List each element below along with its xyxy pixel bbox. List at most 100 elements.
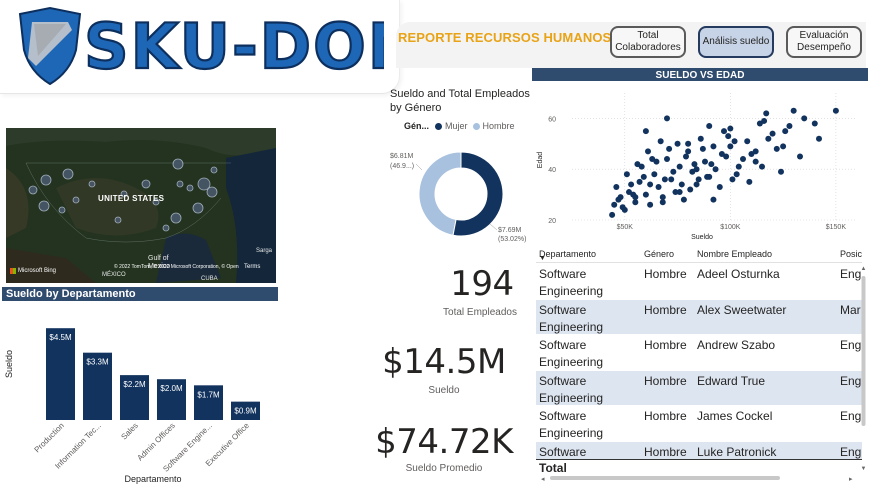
scroll-left-icon[interactable]: ◂: [541, 476, 545, 482]
table-row[interactable]: Software Engineering Hombre Edward True Eng: [536, 370, 862, 406]
scatter-point[interactable]: [638, 163, 645, 170]
scatter-point[interactable]: [752, 158, 759, 165]
scatter-point[interactable]: [609, 211, 616, 218]
scatter-point[interactable]: [731, 138, 738, 145]
scatter-point[interactable]: [718, 150, 725, 157]
legend-item-mujer[interactable]: Mujer: [445, 121, 468, 131]
dept-bar[interactable]: [194, 385, 223, 420]
scatter-point[interactable]: [664, 156, 670, 163]
dept-bar[interactable]: [231, 401, 260, 420]
scatter-point[interactable]: [651, 171, 658, 178]
scatter-point[interactable]: [672, 189, 679, 196]
scatter-point[interactable]: [657, 138, 664, 145]
scatter-point[interactable]: [790, 107, 797, 114]
scatter-point[interactable]: [659, 194, 666, 201]
col-header-posicion[interactable]: Posic: [840, 249, 862, 259]
donut-slice-hombre[interactable]: [418, 151, 462, 236]
scatter-point[interactable]: [693, 166, 700, 173]
scatter-point[interactable]: [699, 145, 706, 152]
scatter-point[interactable]: [661, 176, 668, 183]
scatter-point[interactable]: [632, 199, 639, 206]
table-horizontal-scrollbar[interactable]: ◂ ▸: [538, 474, 858, 482]
col-header-departamento[interactable]: Departamento: [539, 249, 597, 259]
scatter-point[interactable]: [710, 143, 717, 150]
dept-bar[interactable]: [120, 375, 149, 420]
dept-bar[interactable]: [46, 328, 75, 420]
scatter-point[interactable]: [708, 161, 715, 168]
scatter-point[interactable]: [685, 148, 692, 155]
scatter-point[interactable]: [811, 120, 818, 127]
table-row[interactable]: Software Engineering Hombre James Cockel Eng: [536, 406, 862, 441]
scroll-right-icon[interactable]: ▸: [849, 476, 853, 482]
scatter-point[interactable]: [645, 148, 651, 155]
scatter-point[interactable]: [642, 191, 649, 198]
scatter-point[interactable]: [668, 176, 675, 183]
scroll-up-icon[interactable]: ▲: [861, 266, 867, 272]
scatter-point[interactable]: [636, 178, 643, 185]
scatter-point[interactable]: [659, 199, 666, 206]
scatter-point[interactable]: [759, 163, 765, 170]
scatter-point[interactable]: [801, 115, 808, 122]
scatter-point[interactable]: [702, 158, 708, 165]
nav-total-colaboradores-button[interactable]: Total Colaboradores: [610, 26, 686, 58]
scatter-point[interactable]: [748, 150, 755, 157]
map-terms-link[interactable]: Terms: [244, 264, 261, 270]
scatter-point[interactable]: [687, 186, 694, 193]
sort-arrow-icon[interactable]: ▼: [539, 255, 546, 262]
scatter-point[interactable]: [678, 181, 685, 188]
scatter-point[interactable]: [706, 123, 713, 130]
scatter-point[interactable]: [786, 123, 793, 130]
scatter-point[interactable]: [712, 166, 719, 173]
scatter-point[interactable]: [647, 181, 654, 188]
gender-donut-chart[interactable]: $6.81M (46.9...) $7.69M (53.02%): [386, 140, 536, 250]
employee-table[interactable]: Departamento Género Nombre Empleado Posi…: [536, 245, 862, 480]
scatter-point[interactable]: [740, 156, 746, 163]
scatter-point[interactable]: [704, 173, 711, 180]
table-row[interactable]: Software Engineering Hombre Andrew Szabo Eng: [536, 335, 862, 370]
scatter-point[interactable]: [666, 145, 673, 152]
scatter-point[interactable]: [697, 135, 704, 142]
scatter-point[interactable]: [693, 181, 700, 188]
scatter-point[interactable]: [721, 128, 727, 135]
scatter-point[interactable]: [685, 140, 692, 147]
scatter-point[interactable]: [744, 138, 751, 145]
map-visual[interactable]: UNITED STATES Gulf of Mexico MÉXICO CUBA …: [6, 128, 276, 283]
dept-bar-chart[interactable]: Sueldo Departamento $4.5M Production $3.3M…: [4, 300, 284, 484]
scatter-point[interactable]: [619, 204, 626, 211]
scatter-point[interactable]: [710, 196, 717, 203]
scatter-point[interactable]: [655, 183, 662, 190]
scatter-point[interactable]: [765, 135, 772, 142]
scatter-point[interactable]: [756, 120, 763, 127]
scatter-point[interactable]: [674, 140, 681, 147]
scatter-point[interactable]: [680, 196, 687, 203]
col-header-nombre[interactable]: Nombre Empleado: [697, 249, 773, 259]
scatter-point[interactable]: [683, 153, 689, 160]
scatter-point[interactable]: [642, 128, 649, 135]
dept-bar[interactable]: [83, 352, 112, 420]
scatter-point[interactable]: [782, 128, 789, 135]
scatter-point[interactable]: [691, 161, 698, 168]
scatter-point[interactable]: [716, 183, 723, 190]
nav-analisis-sueldo-button[interactable]: Análisis sueldo: [698, 26, 774, 58]
scatter-point[interactable]: [613, 183, 620, 190]
scatter-point[interactable]: [653, 158, 660, 165]
scatter-point[interactable]: [735, 163, 742, 170]
scatter-point[interactable]: [615, 196, 622, 203]
scatter-point[interactable]: [778, 168, 784, 175]
scatter-point[interactable]: [632, 194, 639, 201]
scatter-point[interactable]: [695, 176, 702, 183]
table-vertical-scrollbar[interactable]: ▲ ▼: [860, 262, 867, 472]
scatter-point[interactable]: [664, 115, 670, 122]
scatter-point[interactable]: [628, 181, 635, 188]
scatter-point[interactable]: [733, 171, 740, 178]
scatter-point[interactable]: [797, 153, 803, 160]
scatter-point[interactable]: [676, 189, 683, 196]
donut-slice-mujer[interactable]: [452, 151, 504, 237]
scatter-point[interactable]: [725, 133, 732, 140]
scatter-point[interactable]: [763, 110, 770, 117]
nav-evaluacion-desempeno-button[interactable]: Evaluación Desempeño: [786, 26, 862, 58]
scatter-point[interactable]: [611, 201, 618, 208]
scatter-point[interactable]: [727, 143, 734, 150]
scatter-point[interactable]: [729, 176, 736, 183]
legend-item-hombre[interactable]: Hombre: [482, 121, 515, 131]
